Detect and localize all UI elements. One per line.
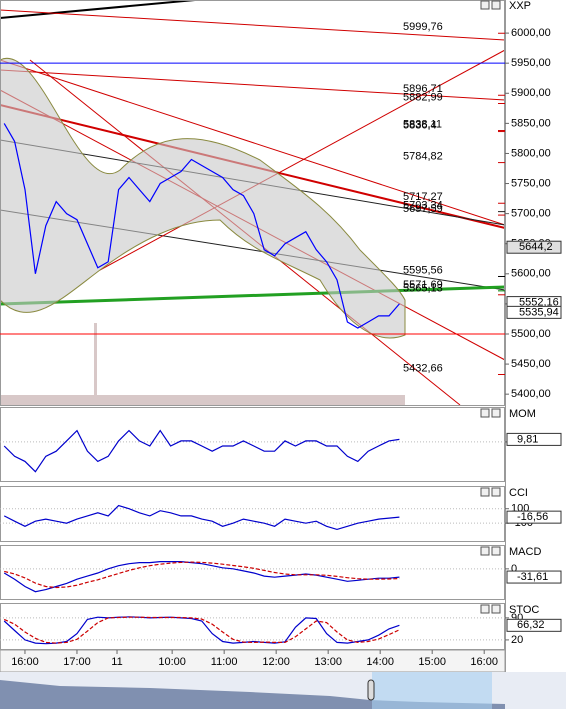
- price-label: 5644,2: [519, 241, 553, 253]
- price-label: 5535,94: [519, 306, 559, 318]
- trend-line: [0, 0, 196, 19]
- y-tick-label: 5600,00: [511, 268, 551, 280]
- y-tick-label: 5400,00: [511, 388, 551, 400]
- series-line: [3, 429, 400, 473]
- volume-spike: [94, 323, 97, 405]
- x-tick-label: 11:00: [211, 656, 238, 668]
- level-label: 5896,71: [403, 83, 443, 95]
- minimize-button[interactable]: [480, 546, 490, 556]
- panel-title: CCI: [509, 487, 528, 499]
- x-tick-label: 15:00: [418, 656, 446, 668]
- y-tick-label: 5450,00: [511, 358, 551, 370]
- minimize-button[interactable]: [480, 487, 490, 497]
- x-tick-label: 13:00: [314, 656, 342, 668]
- level-label: 5836,4: [403, 119, 437, 131]
- current-box: [506, 570, 562, 584]
- current-box: [506, 618, 562, 632]
- y-tick-label: 5700,00: [511, 208, 551, 220]
- panel-title: MACD: [509, 546, 541, 558]
- panel-title: MOM: [509, 408, 536, 420]
- trend-line: [0, 69, 506, 101]
- level-label: 5595,56: [403, 264, 443, 276]
- panel-buttons: [480, 0, 501, 614]
- panel-frame: [0, 407, 505, 482]
- current-label: 9,81: [517, 433, 538, 445]
- close-button[interactable]: [491, 546, 501, 556]
- y-tick-label: 5900,00: [511, 87, 551, 99]
- volume-bars: [0, 395, 405, 405]
- level-label: 5999,76: [403, 21, 443, 33]
- level-label: 5571,69: [403, 279, 443, 291]
- y-tick-label: 5950,00: [511, 57, 551, 69]
- x-tick-label: 12:00: [262, 656, 290, 668]
- close-button[interactable]: [491, 408, 501, 418]
- current-box: [506, 510, 562, 524]
- panel-frame: [0, 486, 505, 542]
- x-tick-label: 17:00: [63, 656, 91, 668]
- series-line: [3, 561, 400, 593]
- trend-line: [0, 9, 506, 41]
- series-line: [3, 616, 400, 645]
- close-button[interactable]: [491, 487, 501, 497]
- level-label: 5697,59: [403, 203, 443, 215]
- y-tick-label: 20: [511, 634, 523, 646]
- x-tick-label: 16:00: [470, 656, 498, 668]
- trend-line: [0, 285, 506, 306]
- x-tick-label: 16:00: [11, 656, 39, 668]
- minimize-button[interactable]: [480, 408, 490, 418]
- current-label: -16,56: [517, 511, 548, 523]
- y-tick-label: 6000,00: [511, 27, 551, 39]
- x-tick-label: 11: [111, 656, 122, 668]
- current-label: 66,32: [517, 619, 545, 631]
- level-label: 5703,34: [403, 200, 443, 212]
- y-tick-label: 5750,00: [511, 177, 551, 189]
- trend-line: [99, 49, 506, 271]
- price-box: [506, 240, 562, 254]
- navigator-handle[interactable]: [367, 679, 375, 701]
- level-label: 5784,82: [403, 150, 443, 162]
- price-label: 5552,16: [519, 297, 559, 309]
- y-tick-label: 0: [511, 563, 517, 575]
- y-tick-label: 5800,00: [511, 147, 551, 159]
- minimize-button[interactable]: [480, 604, 490, 614]
- drawings: [0, 0, 506, 406]
- current-label: -31,61: [517, 571, 548, 583]
- chart-title: XXP: [509, 0, 531, 12]
- panel-frame: [0, 545, 505, 600]
- series-line: [3, 123, 400, 329]
- level-label: 5565,13: [403, 283, 443, 295]
- series-line: [3, 616, 400, 644]
- bollinger-band: [0, 57, 406, 339]
- y-tick-label: 5850,00: [511, 117, 551, 129]
- price-box: [506, 305, 562, 319]
- x-tick-label: 10:00: [158, 656, 186, 668]
- level-label: 5717,27: [403, 191, 443, 203]
- level-label: 5432,66: [403, 362, 443, 374]
- y-tick-label: 5500,00: [511, 328, 551, 340]
- panel-title: STOC: [509, 604, 539, 616]
- navigator-window[interactable]: [372, 672, 492, 709]
- minimize-button[interactable]: [480, 0, 490, 10]
- trend-line: [0, 59, 506, 226]
- level-label: 5882,99: [403, 91, 443, 103]
- series-line: [3, 504, 400, 531]
- series-line: [4, 561, 400, 589]
- level-label: 5838,11: [403, 118, 442, 130]
- close-button[interactable]: [491, 604, 501, 614]
- x-tick-label: 14:00: [366, 656, 394, 668]
- close-button[interactable]: [491, 0, 501, 10]
- current-box: [506, 432, 562, 446]
